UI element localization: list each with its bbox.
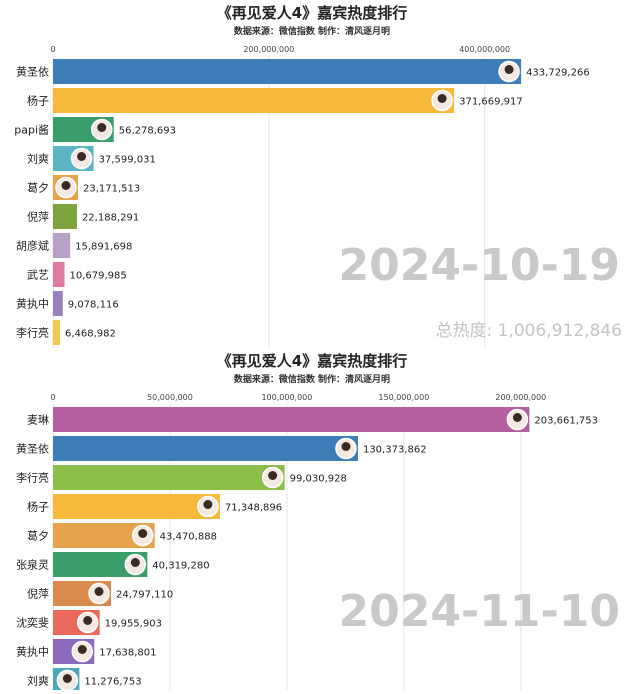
category-label: 葛夕 <box>27 182 49 195</box>
x-tick-label: 150,000,000 <box>378 393 429 402</box>
avatar-head-icon <box>94 587 104 596</box>
value-label: 40,319,280 <box>152 561 209 572</box>
value-label: 130,373,862 <box>363 445 427 456</box>
avatar-head-icon <box>130 558 140 567</box>
category-label: 李行亮 <box>16 326 49 340</box>
value-label: 371,669,917 <box>459 97 523 108</box>
x-tick-label: 0 <box>50 393 55 402</box>
bar <box>53 436 358 461</box>
category-label: 刘爽 <box>27 675 49 688</box>
x-tick-label: 50,000,000 <box>147 393 193 402</box>
value-label: 24,797,110 <box>116 590 173 601</box>
avatar-head-icon <box>138 529 148 538</box>
chart1-total: 总热度: 1,006,912,846 <box>435 321 622 341</box>
chart1-title: 《再见爱人4》嘉宾热度排行 <box>217 4 407 22</box>
value-label: 15,891,698 <box>75 242 132 253</box>
category-label: 刘爽 <box>27 153 49 166</box>
bar <box>53 204 77 229</box>
avatar-head-icon <box>437 94 447 103</box>
avatar-head-icon <box>77 645 87 654</box>
category-label: 杨子 <box>27 500 49 514</box>
category-label: 麦琳 <box>27 413 49 427</box>
category-label: 沈奕斐 <box>16 616 49 630</box>
value-label: 6,468,982 <box>65 329 116 340</box>
chart1-subtitle: 数据来源：微信指数 制作：清风逐月明 <box>234 25 390 37</box>
x-tick-label: 0 <box>50 45 55 54</box>
bar <box>53 320 60 345</box>
value-label: 17,638,801 <box>99 648 156 659</box>
avatar-head-icon <box>341 442 351 451</box>
category-label: 李行亮 <box>16 471 49 485</box>
bar <box>53 465 285 490</box>
category-label: 黄执中 <box>16 297 49 311</box>
value-label: 23,171,513 <box>83 184 140 195</box>
category-label: 黄圣依 <box>16 442 49 456</box>
avatar-head-icon <box>77 152 87 161</box>
chart2-title: 《再见爱人4》嘉宾热度排行 <box>217 352 407 370</box>
chart1-plot: 0 200,000,000 400,000,000 黄圣依 433,729,266 杨子 3… <box>14 45 590 348</box>
x-tick-label: 100,000,000 <box>261 393 312 402</box>
category-label: 杨子 <box>27 94 49 108</box>
value-label: 9,078,116 <box>68 300 119 311</box>
value-label: 22,188,291 <box>82 213 139 224</box>
value-label: 203,661,753 <box>534 416 598 427</box>
category-label: 倪萍 <box>27 211 49 224</box>
bar <box>53 262 65 287</box>
value-label: 71,348,896 <box>225 503 282 514</box>
chart2-plot: 0 50,000,000 100,000,000 150,000,000 200,000… <box>16 393 598 693</box>
category-label: 黄执中 <box>16 645 49 659</box>
chart2-date: 2024-11-10 <box>339 586 620 637</box>
avatar-head-icon <box>512 413 522 422</box>
bar <box>53 407 530 432</box>
category-label: 胡彦斌 <box>16 239 49 253</box>
bar <box>53 291 63 316</box>
value-label: 43,470,888 <box>160 532 217 543</box>
category-label: 张泉灵 <box>16 558 49 572</box>
avatar-head-icon <box>504 65 514 74</box>
avatar-head-icon <box>97 123 107 132</box>
avatar-head-icon <box>62 674 72 683</box>
category-label: papi酱 <box>14 123 49 137</box>
bar <box>53 494 220 519</box>
x-tick-label: 200,000,000 <box>243 45 294 54</box>
value-label: 10,679,985 <box>70 271 127 282</box>
bar <box>53 88 455 113</box>
bar <box>53 59 522 84</box>
x-tick-label: 200,000,000 <box>495 393 546 402</box>
avatar-head-icon <box>83 616 93 625</box>
value-label: 11,276,753 <box>84 677 141 688</box>
value-label: 56,278,693 <box>119 126 176 137</box>
bar <box>53 233 71 258</box>
category-label: 黄圣依 <box>16 65 49 79</box>
value-label: 433,729,266 <box>526 68 590 79</box>
category-label: 武艺 <box>27 269 49 282</box>
avatar-head-icon <box>203 500 213 509</box>
category-label: 倪萍 <box>27 588 49 601</box>
value-label: 37,599,031 <box>99 155 156 166</box>
chart1-date: 2024-10-19 <box>339 240 620 291</box>
chart2-subtitle: 数据来源：微信指数 制作：清风逐月明 <box>234 373 390 385</box>
avatar-head-icon <box>268 471 278 480</box>
x-tick-label: 400,000,000 <box>459 45 510 54</box>
value-label: 19,955,903 <box>105 619 162 630</box>
category-label: 葛夕 <box>27 530 49 543</box>
value-label: 99,030,928 <box>290 474 347 485</box>
avatar-head-icon <box>61 181 71 190</box>
